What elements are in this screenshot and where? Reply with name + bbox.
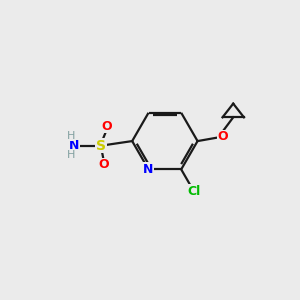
Text: O: O: [218, 130, 228, 143]
Text: S: S: [96, 139, 106, 152]
Text: N: N: [69, 139, 80, 152]
Text: H: H: [67, 150, 75, 161]
Text: O: O: [99, 158, 109, 171]
Text: N: N: [143, 163, 154, 176]
Text: H: H: [67, 131, 75, 141]
Text: O: O: [102, 120, 112, 133]
Text: Cl: Cl: [187, 185, 200, 198]
